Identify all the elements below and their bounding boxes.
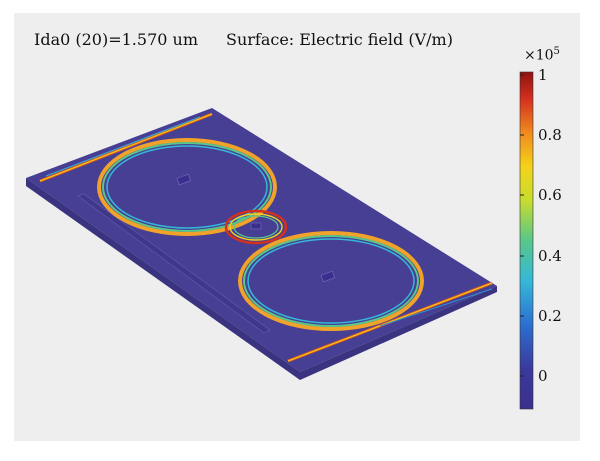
ring-resonator-lower [238, 231, 424, 331]
bus-waveguide-top [39, 112, 213, 183]
ring-resonator-small [224, 209, 288, 245]
colorbar-multiplier: ×105 [524, 46, 560, 64]
wavelength-label: Ida0 (20)=1.570 um [34, 30, 198, 49]
plate-side-right [300, 286, 497, 380]
plate-side-left [26, 178, 300, 380]
bus-waveguide-bottom [287, 281, 493, 363]
colorbar-tick: 0.2 [538, 307, 562, 325]
colorbar [519, 71, 534, 410]
side-rail [77, 193, 271, 334]
ring-resonator-upper [97, 138, 277, 236]
colorbar-tick: 0.4 [538, 247, 562, 265]
colorbar-gradient [519, 71, 534, 410]
colorbar-tick: 0 [538, 367, 548, 385]
colorbar-tick: 1 [538, 66, 548, 84]
plot-title: Surface: Electric field (V/m) [226, 30, 453, 49]
colorbar-tick: 0.8 [538, 126, 562, 144]
colorbar-tick: 0.6 [538, 186, 562, 204]
